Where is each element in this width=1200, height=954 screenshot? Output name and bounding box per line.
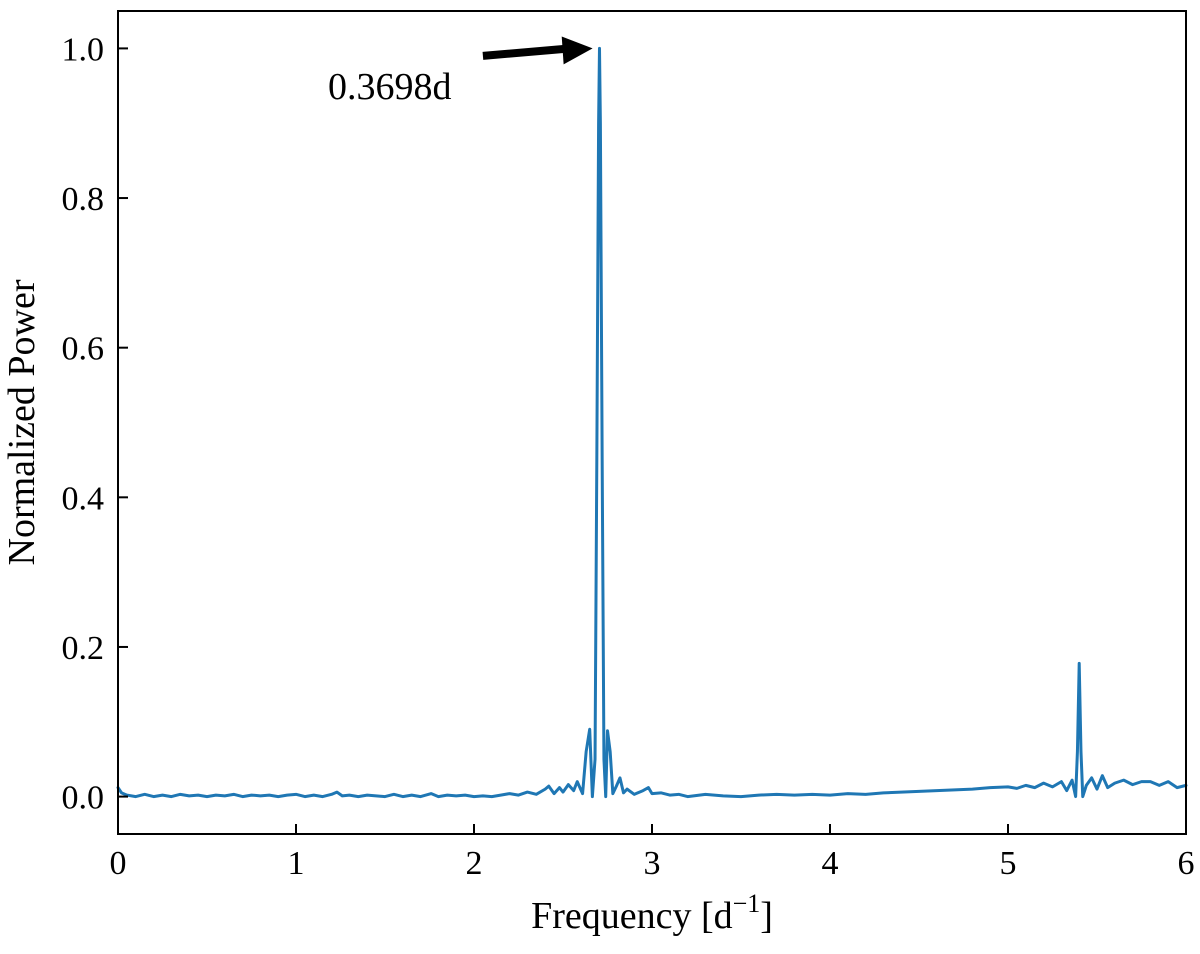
- y-axis-label: Normalized Power: [1, 279, 43, 565]
- y-tick-label: 1.0: [62, 31, 105, 68]
- x-axis-label-superscript: −1: [733, 889, 761, 918]
- y-tick-label: 0.0: [62, 780, 105, 817]
- series-group: [116, 46, 1188, 799]
- y-axis-ticks: 0.0 0.2 0.4 0.6 0.8 1.0: [62, 31, 128, 817]
- y-tick-label: 0.8: [62, 181, 105, 218]
- y-tick-label: 0.2: [62, 630, 105, 667]
- x-axis-label-main: Frequency [d: [531, 895, 733, 937]
- x-tick-label: 0: [110, 845, 127, 882]
- series-line-0: [116, 46, 1188, 799]
- annotation-group: 0.3698d: [328, 36, 593, 108]
- x-axis-label: Frequency [d−1]: [531, 889, 773, 937]
- y-tick-label: 0.4: [62, 480, 105, 517]
- x-tick-label: 3: [644, 845, 661, 882]
- annotation-arrow-shaft: [482, 44, 571, 60]
- x-tick-label: 2: [466, 845, 483, 882]
- x-axis-ticks: 0 1 2 3 4 5 6: [110, 824, 1195, 882]
- x-tick-label: 5: [1000, 845, 1017, 882]
- annotation-arrow-head: [561, 36, 593, 65]
- x-tick-label: 6: [1178, 845, 1195, 882]
- annotation-label: 0.3698d: [328, 66, 452, 108]
- x-tick-label: 1: [288, 845, 305, 882]
- x-tick-label: 4: [822, 845, 839, 882]
- x-axis-label-suffix: ]: [760, 895, 773, 937]
- y-tick-label: 0.6: [62, 331, 105, 368]
- axes-frame: [117, 10, 1187, 835]
